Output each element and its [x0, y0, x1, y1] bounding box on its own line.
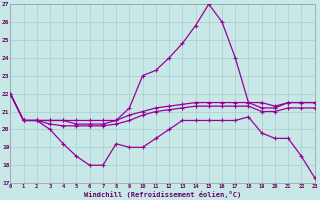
- X-axis label: Windchill (Refroidissement éolien,°C): Windchill (Refroidissement éolien,°C): [84, 191, 241, 198]
